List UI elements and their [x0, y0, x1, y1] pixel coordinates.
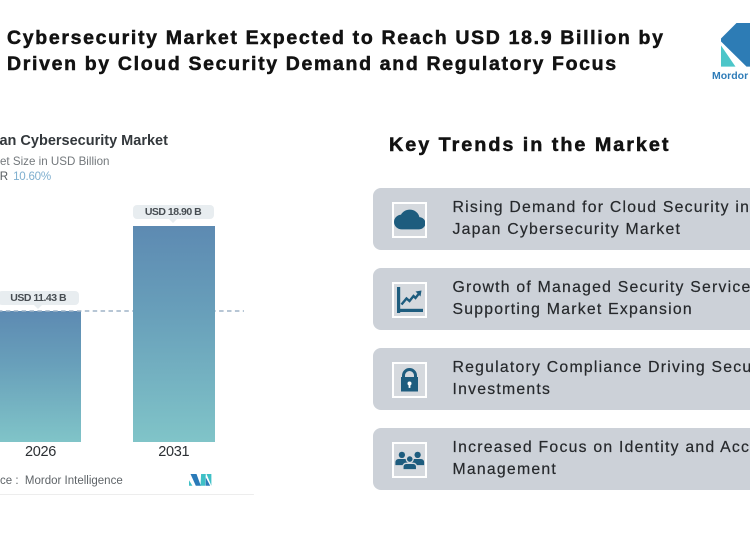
- svg-text:Mordor Intelligence: Mordor Intelligence: [712, 70, 750, 82]
